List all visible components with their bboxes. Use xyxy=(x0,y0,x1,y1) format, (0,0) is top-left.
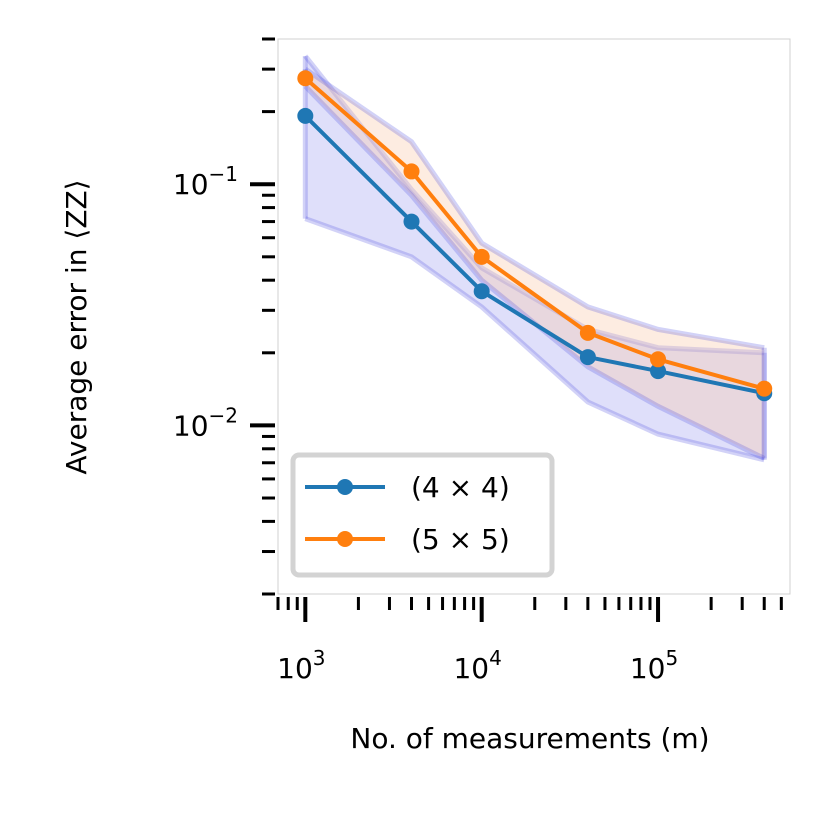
confidence-bands xyxy=(302,54,767,463)
legend: (4 × 4) (5 × 5) xyxy=(290,452,555,578)
legend-label-2: (5 × 5) xyxy=(411,523,510,556)
legend-marker-2 xyxy=(337,531,353,547)
x-minor-ticks xyxy=(276,597,783,610)
data-point-2 xyxy=(297,70,314,87)
x-tick-label-exponent: 4 xyxy=(489,646,502,670)
series-line-2 xyxy=(303,76,765,391)
x-tick-label: 104 xyxy=(453,646,501,685)
data-point-2 xyxy=(473,248,490,265)
y-tick-label-base: 10 xyxy=(173,409,209,442)
y-tick-label: 10−1 xyxy=(173,162,238,201)
data-point-1 xyxy=(650,363,667,380)
x-tick-label-base: 10 xyxy=(453,652,489,685)
x-tick-label-base: 10 xyxy=(277,652,313,685)
y-axis-label: Average error in ⟨ZZ⟩ xyxy=(60,179,93,474)
data-point-2 xyxy=(756,380,773,397)
y-tick-label-base: 10 xyxy=(173,168,209,201)
data-point-1 xyxy=(579,349,596,366)
x-tick-label-base: 10 xyxy=(630,652,666,685)
x-tick-label: 103 xyxy=(277,646,325,685)
data-point-1 xyxy=(473,283,490,300)
series-points xyxy=(297,70,773,402)
y-minor-ticks xyxy=(262,37,275,596)
data-point-2 xyxy=(579,324,596,341)
band-lower-edge-1 xyxy=(304,216,765,463)
data-point-1 xyxy=(403,213,420,230)
band-upper-edge-1 xyxy=(303,54,765,356)
plot-area-frame xyxy=(277,38,791,595)
x-axis-label: No. of measurements (m) xyxy=(350,722,709,755)
data-point-2 xyxy=(403,163,420,180)
x-major-ticks: 103 104 105 xyxy=(277,597,678,685)
series-lines xyxy=(303,76,765,396)
data-point-2 xyxy=(650,351,667,368)
legend-label-1: (4 × 4) xyxy=(411,471,510,504)
x-tick-label: 105 xyxy=(630,646,678,685)
y-tick-label-exponent: −2 xyxy=(209,403,238,427)
y-tick-label-exponent: −1 xyxy=(209,162,238,186)
confidence-band-1 xyxy=(305,56,765,460)
series-line-1 xyxy=(303,114,765,396)
y-major-ticks: 10−110−2 xyxy=(173,162,275,442)
x-tick-label-exponent: 5 xyxy=(665,646,678,670)
confidence-band-2 xyxy=(305,69,765,459)
legend-marker-1 xyxy=(337,479,353,495)
band-upper-edge-2 xyxy=(303,67,765,351)
y-tick-label: 10−2 xyxy=(173,403,238,442)
x-tick-label-exponent: 3 xyxy=(313,646,326,670)
data-point-1 xyxy=(297,107,314,124)
